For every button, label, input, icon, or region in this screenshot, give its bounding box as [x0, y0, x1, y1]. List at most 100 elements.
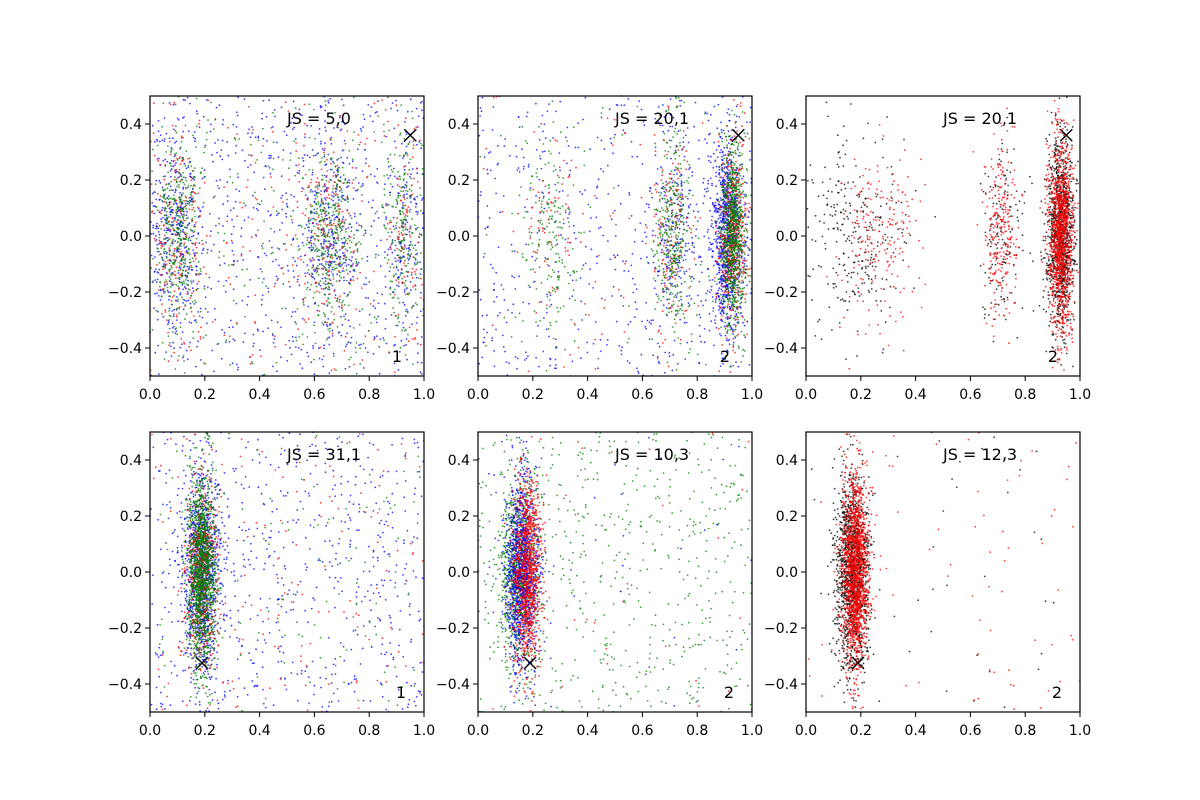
scatter-point: [400, 231, 403, 234]
scatter-point: [321, 257, 324, 260]
scatter-point: [186, 271, 189, 274]
scatter-point: [299, 363, 301, 365]
scatter-point: [325, 299, 328, 302]
scatter-point: [219, 264, 221, 267]
scatter-point: [522, 168, 525, 170]
scatter-point: [187, 239, 190, 242]
scatter-point: [217, 139, 219, 141]
scatter-point: [222, 225, 224, 227]
scatter-point: [342, 194, 345, 197]
scatter-point: [349, 325, 352, 328]
scatter-point: [535, 356, 537, 359]
scatter-point: [405, 184, 408, 187]
scatter-point: [397, 196, 399, 199]
scatter-point: [201, 243, 204, 246]
scatter-point: [187, 268, 190, 271]
scatter-point: [674, 149, 677, 152]
scatter-point: [479, 194, 482, 197]
scatter-point: [177, 288, 180, 290]
scatter-point: [170, 168, 173, 170]
scatter-point: [182, 280, 185, 283]
scatter-point: [584, 262, 587, 265]
scatter-point: [581, 319, 584, 321]
scatter-point: [743, 263, 746, 265]
scatter-point: [344, 199, 347, 201]
scatter-point: [166, 160, 169, 163]
scatter-point: [542, 350, 545, 353]
scatter-point: [412, 147, 415, 150]
scatter-point: [334, 216, 337, 219]
scatter-point: [479, 298, 482, 301]
scatter-point: [554, 196, 556, 199]
scatter-point: [168, 247, 171, 250]
scatter-point: [399, 240, 402, 243]
scatter-point: [168, 344, 171, 347]
scatter-point: [708, 329, 711, 332]
scatter-point: [167, 183, 170, 186]
scatter-point: [694, 101, 697, 104]
scatter-point: [627, 323, 630, 326]
scatter-point: [715, 297, 718, 300]
scatter-point: [171, 197, 174, 200]
scatter-point: [673, 274, 676, 277]
scatter-point: [414, 337, 417, 339]
scatter-point: [408, 141, 411, 143]
scatter-point: [367, 329, 370, 332]
scatter-point: [544, 257, 547, 259]
scatter-point: [348, 258, 351, 261]
scatter-point: [672, 300, 675, 303]
scatter-point: [341, 210, 344, 213]
scatter-point: [527, 355, 529, 357]
scatter-point: [308, 184, 310, 187]
scatter-point: [359, 141, 362, 144]
scatter-point: [378, 346, 381, 348]
scatter-point: [315, 285, 318, 288]
scatter-point: [359, 127, 362, 130]
scatter-point: [294, 321, 297, 323]
scatter-point: [741, 255, 743, 258]
scatter-point: [567, 194, 569, 197]
scatter-point: [324, 120, 326, 122]
scatter-point: [618, 344, 621, 347]
scatter-point: [720, 131, 723, 134]
scatter-point: [387, 157, 389, 160]
scatter-point: [316, 184, 319, 187]
scatter-point: [258, 203, 261, 206]
scatter-point: [182, 219, 185, 221]
scatter-point: [391, 242, 394, 244]
scatter-point: [214, 318, 217, 321]
scatter-point: [421, 227, 424, 230]
scatter-point: [304, 173, 307, 176]
scatter-point: [555, 367, 557, 370]
scatter-point: [247, 132, 249, 135]
scatter-point: [160, 212, 163, 215]
scatter-point: [261, 117, 263, 120]
scatter-point: [175, 330, 178, 332]
scatter-point: [351, 139, 354, 142]
scatter-point: [158, 236, 161, 239]
scatter-point: [193, 167, 196, 170]
scatter-point: [166, 229, 168, 232]
scatter-point: [397, 235, 399, 238]
scatter-point: [420, 147, 423, 150]
scatter-point: [206, 286, 209, 289]
scatter-point: [235, 111, 238, 114]
scatter-point: [720, 121, 722, 124]
scatter-point: [289, 285, 291, 288]
scatter-point: [361, 170, 364, 173]
scatter-point: [288, 339, 291, 342]
scatter-point: [720, 281, 722, 283]
scatter-point: [180, 204, 183, 207]
scatter-point: [262, 137, 265, 140]
scatter-point: [655, 191, 658, 193]
scatter-point: [745, 265, 748, 267]
scatter-point: [709, 132, 711, 135]
scatter-point: [183, 360, 185, 362]
scatter-point: [320, 105, 323, 108]
scatter-point: [183, 116, 186, 118]
scatter-point: [272, 126, 274, 128]
scatter-point: [165, 281, 168, 283]
scatter-point: [187, 166, 190, 169]
scatter-point: [295, 336, 297, 339]
scatter-point: [405, 270, 408, 273]
